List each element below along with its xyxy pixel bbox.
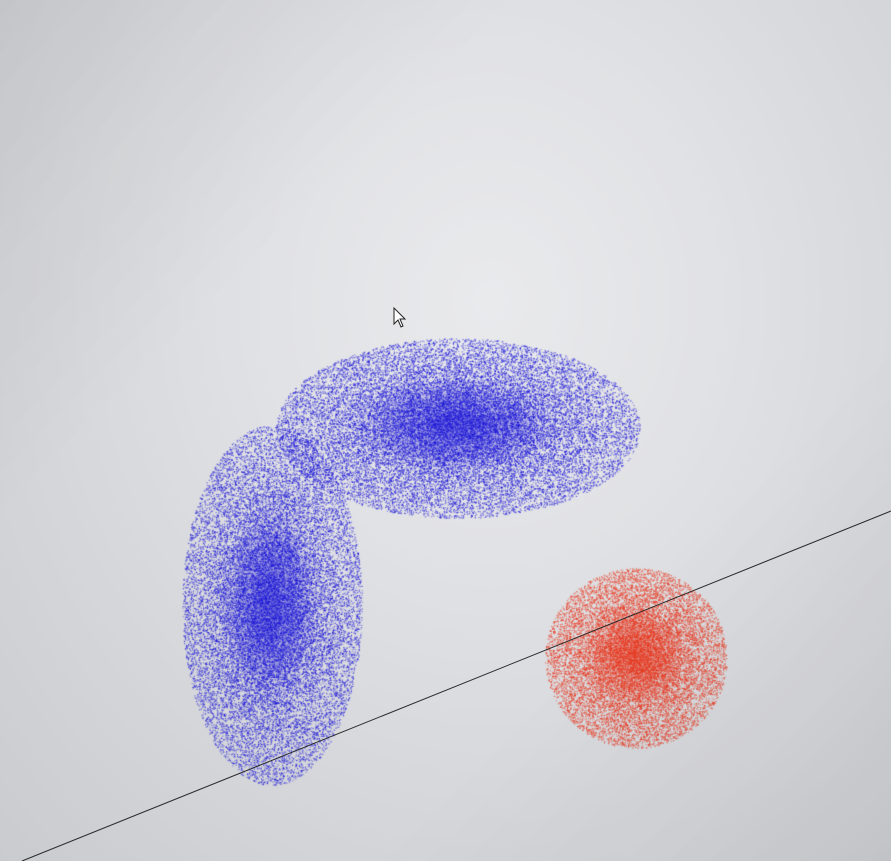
arrow-cursor-icon bbox=[393, 307, 407, 328]
decision-line bbox=[21, 510, 891, 861]
